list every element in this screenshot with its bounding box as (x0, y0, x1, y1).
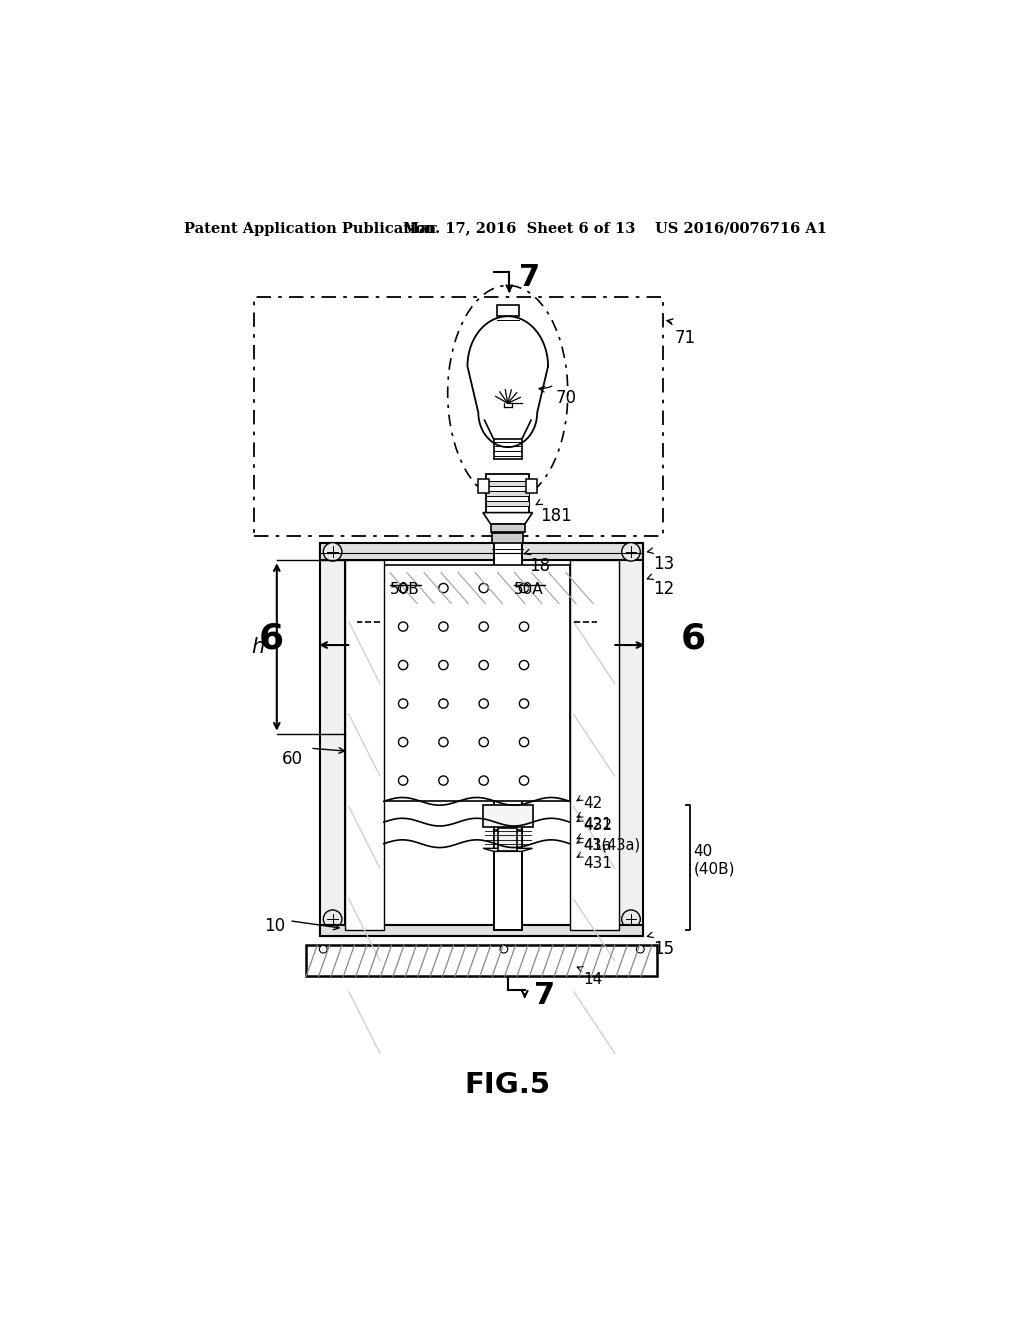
Bar (618, 544, 643, 936)
Bar (321, 924, 643, 936)
Circle shape (479, 738, 488, 747)
Text: 42: 42 (584, 796, 603, 810)
Bar (306, 945, 657, 977)
Circle shape (622, 909, 640, 928)
Bar (345, 561, 384, 929)
Bar (483, 805, 532, 826)
Circle shape (438, 660, 449, 669)
Circle shape (438, 583, 449, 593)
Circle shape (398, 660, 408, 669)
Circle shape (479, 583, 488, 593)
Bar (478, 479, 489, 494)
Circle shape (438, 738, 449, 747)
Circle shape (398, 622, 408, 631)
Text: 432: 432 (584, 817, 612, 833)
Circle shape (438, 700, 449, 708)
Circle shape (479, 700, 488, 708)
Text: 41a: 41a (584, 838, 612, 853)
Bar (569, 561, 618, 929)
Circle shape (398, 700, 408, 708)
Text: 181: 181 (541, 507, 572, 525)
Text: 60: 60 (282, 750, 302, 768)
Bar (486, 474, 529, 512)
Text: 71: 71 (675, 330, 695, 347)
Text: 6: 6 (259, 622, 284, 656)
Text: 14: 14 (584, 972, 603, 986)
Circle shape (500, 945, 508, 953)
Circle shape (479, 660, 488, 669)
Text: Mar. 17, 2016  Sheet 6 of 13: Mar. 17, 2016 Sheet 6 of 13 (403, 222, 636, 235)
Circle shape (519, 660, 528, 669)
Circle shape (519, 738, 528, 747)
Polygon shape (483, 512, 532, 524)
Circle shape (519, 700, 528, 708)
Text: h: h (251, 636, 264, 656)
Text: US 2016/0076716 A1: US 2016/0076716 A1 (655, 222, 827, 235)
Circle shape (479, 776, 488, 785)
Bar (494, 533, 521, 929)
Text: 13: 13 (652, 554, 674, 573)
Text: 50B: 50B (390, 582, 420, 597)
Bar (490, 524, 524, 532)
Circle shape (479, 622, 488, 631)
Circle shape (519, 583, 528, 593)
Text: 70: 70 (556, 389, 577, 408)
Text: 18: 18 (529, 557, 551, 576)
Text: 7: 7 (535, 981, 555, 1010)
Circle shape (622, 543, 640, 561)
Bar (493, 533, 523, 544)
Bar (497, 305, 518, 317)
Text: 10: 10 (263, 917, 285, 935)
Polygon shape (483, 849, 532, 851)
Bar (486, 491, 529, 496)
Circle shape (438, 776, 449, 785)
Text: 40
(40B): 40 (40B) (693, 843, 735, 876)
Bar (384, 565, 569, 801)
Text: FIG.5: FIG.5 (465, 1071, 551, 1098)
Text: Patent Application Publication: Patent Application Publication (183, 222, 436, 235)
Text: 431: 431 (584, 857, 612, 871)
Bar (499, 829, 517, 851)
Bar (486, 480, 529, 487)
Text: 6: 6 (681, 622, 707, 656)
Circle shape (324, 909, 342, 928)
Bar (321, 544, 643, 561)
Bar (494, 830, 521, 850)
Circle shape (398, 583, 408, 593)
Bar (486, 502, 529, 507)
Circle shape (398, 776, 408, 785)
Text: 50A: 50A (514, 582, 544, 597)
Circle shape (319, 945, 328, 953)
Text: 43(43a): 43(43a) (584, 838, 641, 853)
Bar (321, 544, 345, 936)
Bar (494, 440, 521, 459)
Circle shape (324, 543, 342, 561)
Text: 421: 421 (584, 817, 612, 832)
Circle shape (519, 776, 528, 785)
Text: 12: 12 (652, 581, 674, 598)
Circle shape (519, 622, 528, 631)
Text: 15: 15 (652, 940, 674, 958)
Bar (254, 297, 663, 536)
Text: 7: 7 (519, 263, 541, 292)
Circle shape (438, 622, 449, 631)
Bar (526, 479, 538, 494)
Circle shape (398, 738, 408, 747)
Circle shape (636, 945, 644, 953)
